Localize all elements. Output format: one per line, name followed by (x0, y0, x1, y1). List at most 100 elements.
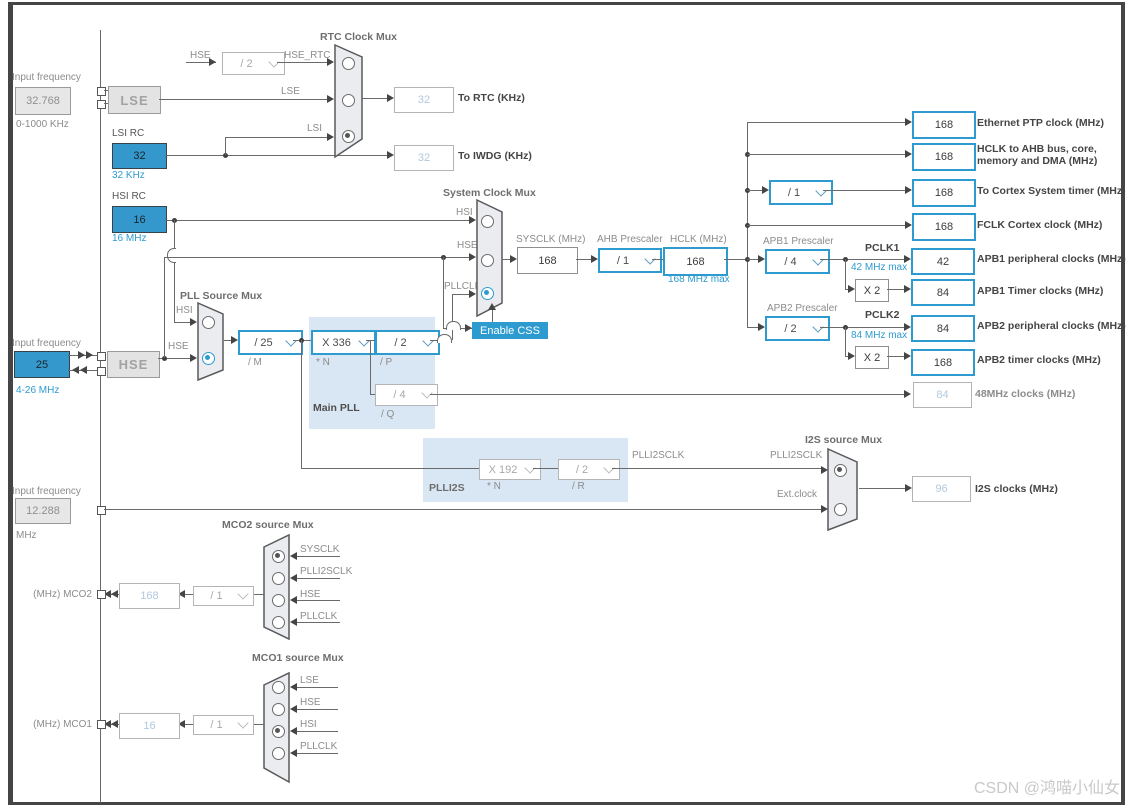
apb1-x2-multiplier: X 2 (855, 279, 889, 302)
hclk-ahb-value[interactable]: 168 (912, 143, 976, 171)
i2s-input-unit: MHz (16, 530, 37, 541)
hse-rtc-label: HSE_RTC (284, 50, 331, 61)
pll-mux-radio-hse[interactable] (202, 352, 215, 365)
pclk1-max-label: 42 MHz max (851, 262, 908, 273)
i2s-extclock-label: Ext.clock (777, 489, 818, 500)
rtc-clock-label: To RTC (KHz) (458, 92, 525, 104)
apb1-peripheral-value[interactable]: 42 (911, 248, 975, 275)
pll-p-divider-dropdown[interactable]: / 2 (375, 330, 440, 355)
hse-input-range: 4-26 MHz (16, 385, 60, 396)
rtc-mux-radio-lsi[interactable] (342, 130, 355, 143)
pclk2-max-label: 84 MHz max (851, 330, 908, 341)
sysclk-title: SYSCLK (MHz) (516, 234, 586, 245)
frame-top (8, 2, 1125, 5)
fclk-label: FCLK Cortex clock (MHz) (977, 219, 1103, 231)
hclk-value[interactable]: 168 (663, 247, 728, 276)
apb2-x2-multiplier: X 2 (855, 346, 889, 369)
rtc-lsi-label: LSI (307, 123, 323, 134)
mco2-pin-label: (MHz) MCO2 (33, 589, 92, 600)
mco2-in-hse: HSE (300, 589, 321, 600)
pll-n-label: * N (316, 357, 330, 368)
i2s-plli2sclk-label: PLLI2SCLK (770, 450, 823, 461)
pll-source-mux-title: PLL Source Mux (180, 290, 263, 302)
mco1-radio-pllclk[interactable] (272, 747, 285, 760)
sys-hsi-label: HSI (456, 207, 473, 218)
pll-n-multiplier-dropdown[interactable]: X 336 (311, 330, 376, 355)
mco2-in-pllclk: PLLCLK (300, 611, 338, 622)
hse-line-label: HSE (168, 341, 189, 352)
apb2-timer-value[interactable]: 168 (911, 349, 975, 376)
ahb-prescaler-dropdown[interactable]: / 1 (598, 248, 662, 273)
mco2-radio-hse[interactable] (272, 594, 285, 607)
apb1-prescaler-dropdown[interactable]: / 4 (765, 249, 830, 274)
enable-css-button[interactable]: Enable CSS (472, 322, 548, 339)
mco2-radio-sysclk[interactable] (272, 550, 285, 563)
mco1-pin-label: (MHz) MCO1 (33, 719, 92, 730)
pll-mux-radio-hsi[interactable] (202, 316, 215, 329)
hse-input-value[interactable]: 25 (14, 351, 70, 378)
rtc-clock-value: 32 (394, 87, 454, 113)
apb2-prescaler-title: APB2 Prescaler (767, 303, 838, 314)
pclk1-label: PCLK1 (865, 242, 900, 254)
pll-q-divider-dropdown: / 4 (375, 384, 438, 406)
watermark: CSDN @鸿喵小仙女 (973, 780, 1120, 797)
apb2-peripheral-value[interactable]: 84 (911, 315, 975, 342)
iwdg-clock-value: 32 (394, 145, 454, 171)
system-clock-mux-title: System Clock Mux (443, 187, 536, 199)
mco2-value: 168 (119, 583, 180, 609)
apb2-prescaler-dropdown[interactable]: / 2 (765, 316, 830, 341)
clk48-label: 48MHz clocks (MHz) (975, 388, 1076, 400)
i2s-clocks-value: 96 (912, 476, 971, 502)
ethernet-ptp-value[interactable]: 168 (912, 111, 976, 139)
sys-mux-radio-hsi[interactable] (481, 215, 494, 228)
mco2-radio-plli2sclk[interactable] (272, 572, 285, 585)
sys-mux-radio-hse[interactable] (481, 254, 494, 267)
mco1-radio-lse[interactable] (272, 681, 285, 694)
apb1-timer-label: APB1 Timer clocks (MHz) (977, 285, 1104, 297)
mco2-radio-pllclk[interactable] (272, 616, 285, 629)
mco1-in-lse: LSE (300, 675, 319, 686)
sys-pllclk-label: PLLCLK (444, 281, 482, 292)
hse-pin-connector-1 (97, 352, 106, 361)
apb2-timer-label: APB2 timer clocks (MHz) (977, 354, 1101, 366)
rtc-mux-title: RTC Clock Mux (320, 31, 398, 43)
mco1-in-hsi: HSI (300, 719, 317, 730)
i2s-clocks-label: I2S clocks (MHz) (975, 483, 1058, 495)
frame-left (8, 2, 13, 805)
cortex-timer-divider-dropdown[interactable]: / 1 (769, 180, 833, 205)
mco2-pin-connector (97, 590, 106, 599)
mco1-radio-hse[interactable] (272, 703, 285, 716)
hse-oscillator-box: HSE (107, 351, 160, 378)
chevron-down-icon (237, 717, 249, 729)
pll-m-divider-dropdown[interactable]: / 25 (238, 330, 303, 355)
clk48-value: 84 (913, 382, 972, 408)
hse-input-label: Input frequency (12, 338, 81, 349)
chevron-down-icon (421, 387, 433, 399)
sys-mux-radio-pllclk[interactable] (481, 287, 494, 300)
plli2sclk-line-label: PLLI2SCLK (632, 450, 685, 461)
apb1-timer-value[interactable]: 84 (911, 279, 975, 306)
hsi-rc-freq: 16 MHz (112, 233, 147, 244)
plli2s-n-label: * N (487, 481, 501, 492)
lsi-rc-value: 32 (112, 143, 167, 169)
i2s-source-mux-shape (827, 447, 858, 532)
lse-input-range: 0-1000 KHz (16, 119, 69, 130)
mco1-divider-dropdown: / 1 (193, 715, 254, 735)
i2s-mux-radio-extclock[interactable] (834, 503, 847, 516)
cortex-timer-value[interactable]: 168 (912, 179, 976, 207)
ethernet-ptp-label: Ethernet PTP clock (MHz) (977, 117, 1104, 129)
apb1-peripheral-label: APB1 peripheral clocks (MHz) (977, 253, 1126, 265)
mco1-pin-connector (97, 720, 106, 729)
mco1-radio-hsi[interactable] (272, 725, 285, 738)
rtc-mux-radio-hse[interactable] (342, 57, 355, 70)
rtc-mux-radio-lse[interactable] (342, 94, 355, 107)
cortex-timer-label: To Cortex System timer (MHz) (977, 185, 1126, 197)
hsi-rc-value: 16 (112, 206, 167, 233)
mco2-in-plli2sclk: PLLI2SCLK (300, 566, 353, 577)
i2s-mux-radio-plli2sclk[interactable] (834, 464, 847, 477)
mco1-in-hse: HSE (300, 697, 321, 708)
fclk-value[interactable]: 168 (912, 213, 976, 241)
mco2-mux-title: MCO2 source Mux (222, 519, 314, 531)
sysclk-value: 168 (517, 247, 578, 274)
